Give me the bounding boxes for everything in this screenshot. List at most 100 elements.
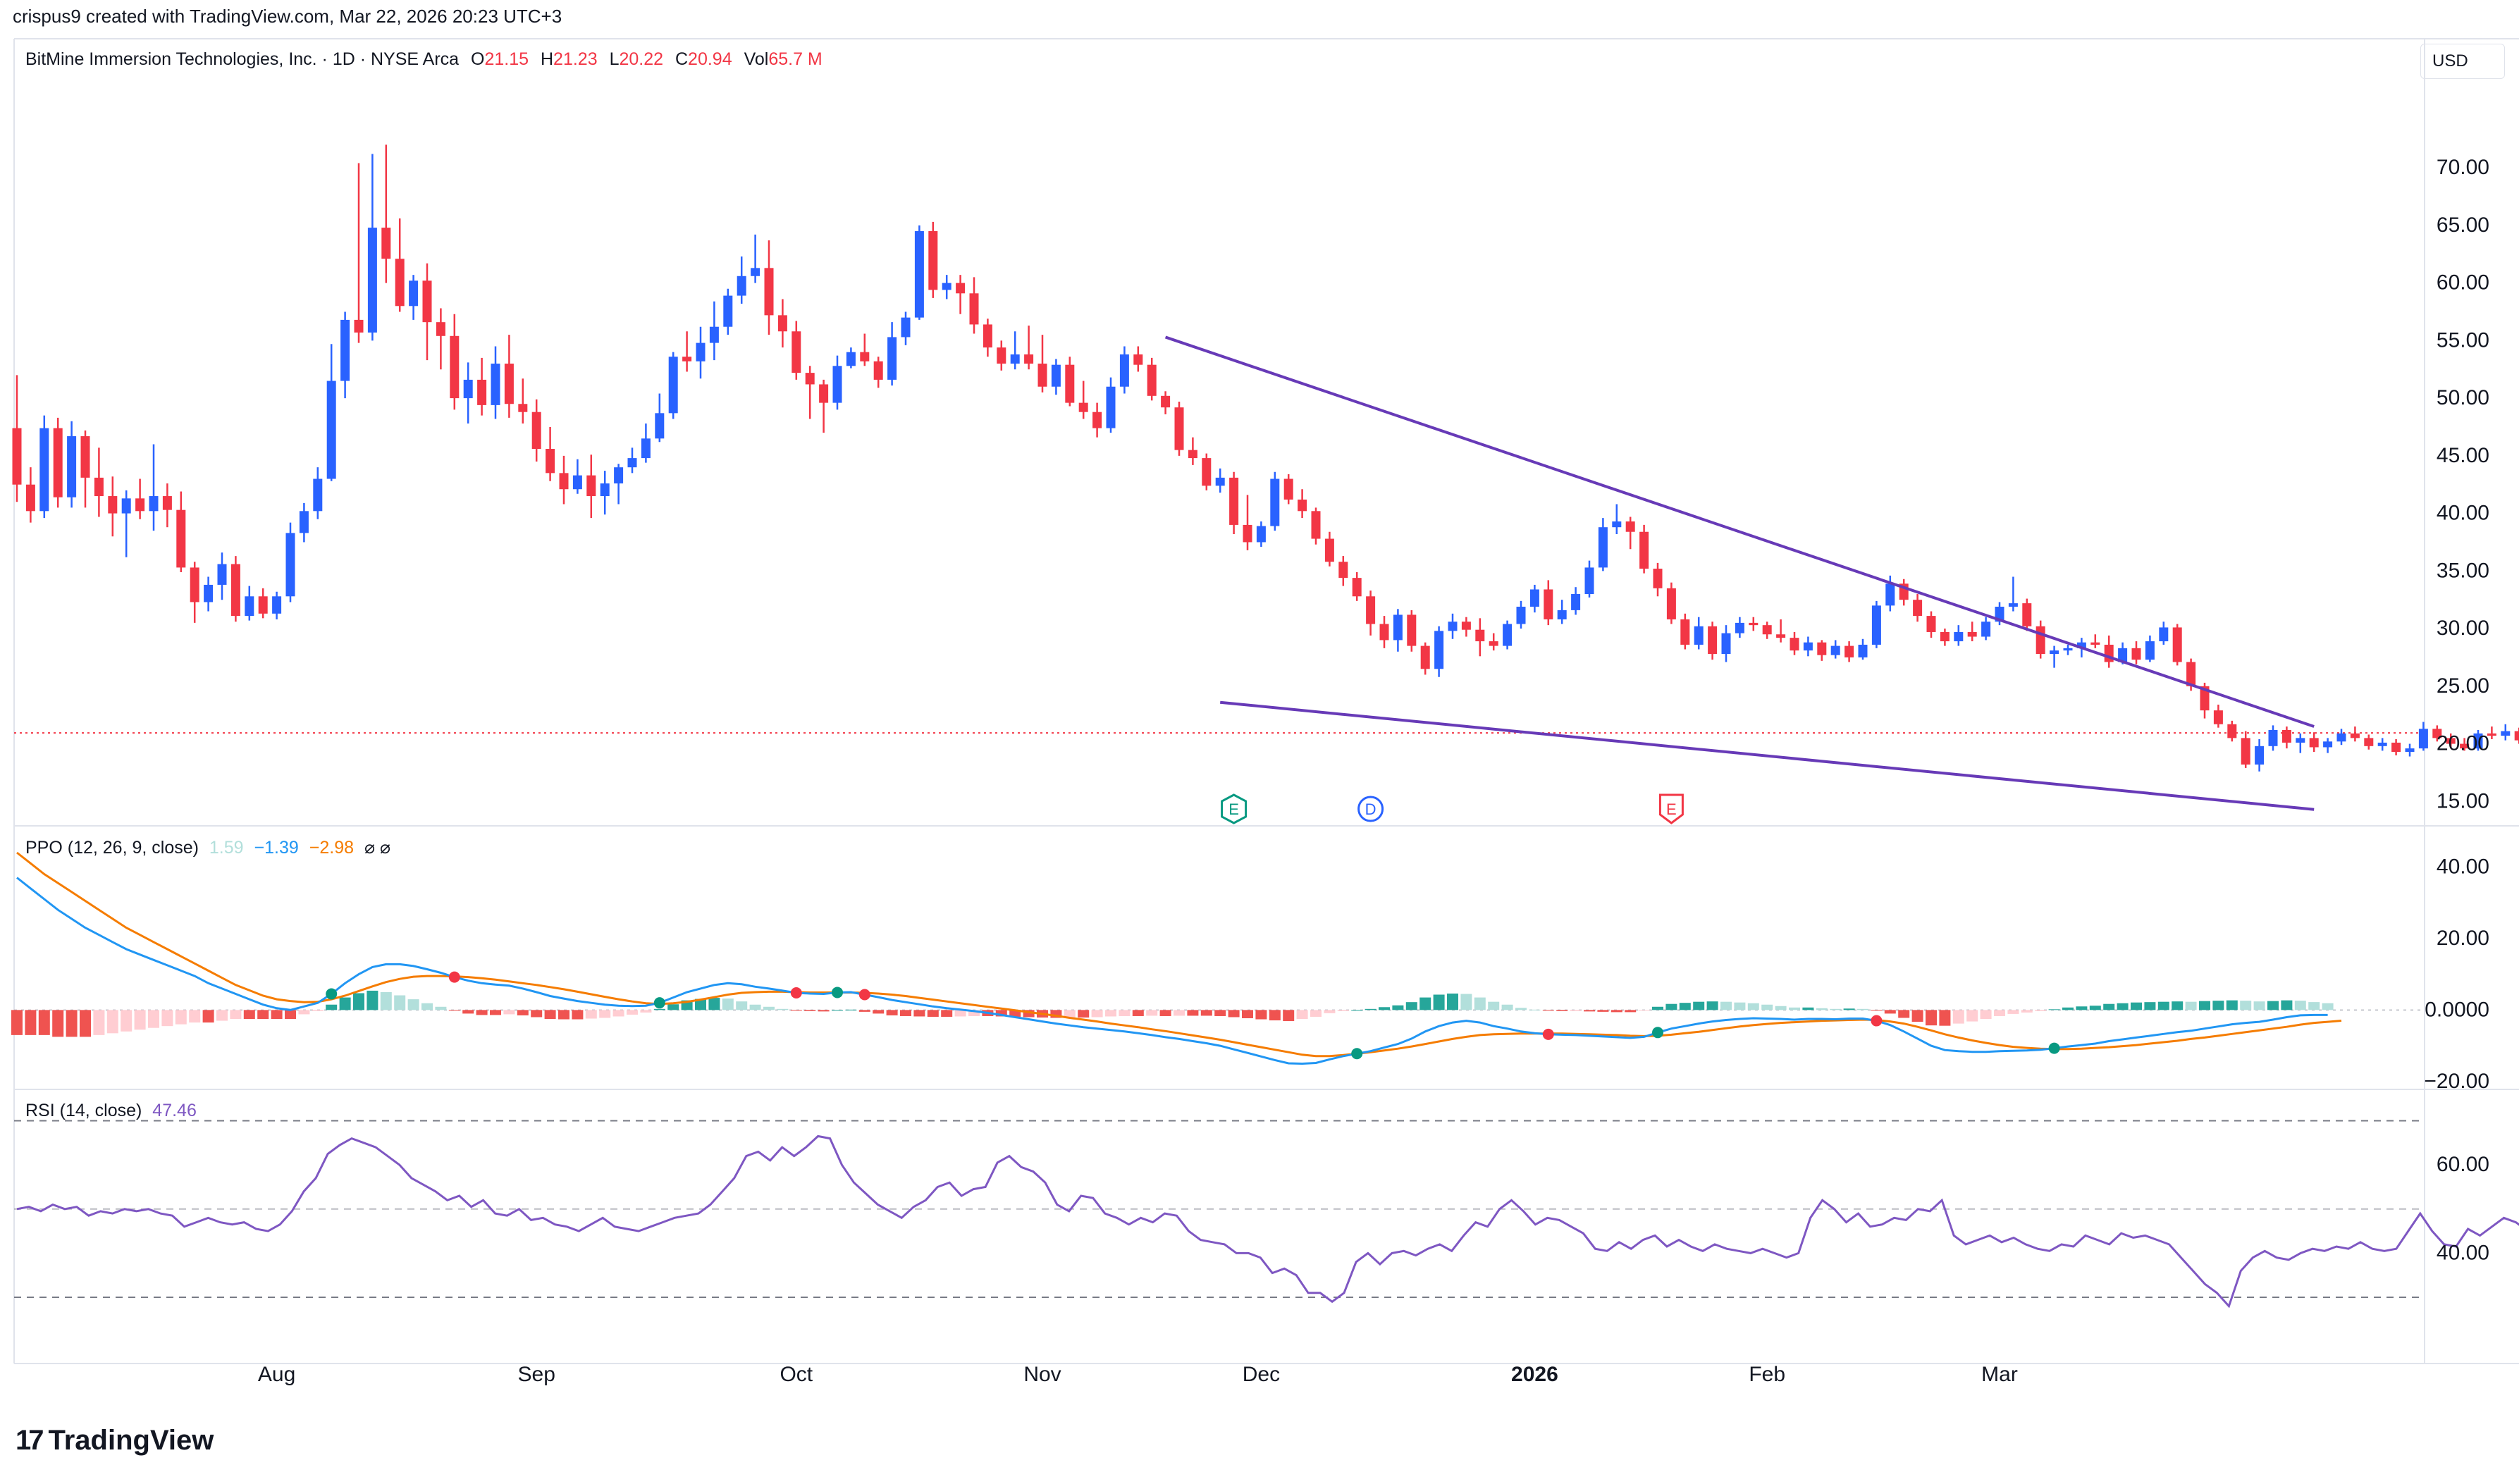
- ppo-bearish-cross[interactable]: [1542, 1028, 1554, 1040]
- candle-body[interactable]: [2008, 603, 2018, 607]
- candle-body[interactable]: [1037, 364, 1047, 387]
- trendline-upper[interactable]: [1164, 335, 2315, 728]
- candle-body[interactable]: [1967, 631, 1977, 637]
- candle-body[interactable]: [641, 438, 651, 459]
- candle-body[interactable]: [2145, 641, 2155, 660]
- candle-body[interactable]: [2418, 729, 2428, 749]
- candle-body[interactable]: [245, 596, 254, 617]
- candle-body[interactable]: [627, 458, 637, 468]
- candle-body[interactable]: [586, 475, 596, 497]
- earnings-marker[interactable]: [1658, 793, 1684, 824]
- candle-body[interactable]: [2323, 741, 2333, 748]
- candle-body[interactable]: [1571, 594, 1581, 610]
- candle-body[interactable]: [230, 564, 240, 617]
- ppo-bullish-cross[interactable]: [653, 997, 665, 1009]
- candle-body[interactable]: [1776, 634, 1786, 638]
- candle-body[interactable]: [1926, 616, 1936, 632]
- ppo-line[interactable]: [16, 877, 2328, 1065]
- candle-body[interactable]: [614, 467, 624, 484]
- candle-body[interactable]: [805, 373, 815, 385]
- candle-body[interactable]: [1188, 450, 1197, 459]
- candle-body[interactable]: [1749, 622, 1759, 626]
- candle-body[interactable]: [1352, 578, 1362, 597]
- candle-body[interactable]: [723, 295, 733, 327]
- candle-body[interactable]: [1557, 610, 1567, 619]
- candle-body[interactable]: [1024, 354, 1034, 364]
- candle-body[interactable]: [1639, 531, 1649, 569]
- candle-body[interactable]: [1708, 626, 1718, 655]
- ppo-legend-title[interactable]: PPO (12, 26, 9, close): [25, 838, 199, 858]
- candle-body[interactable]: [1147, 364, 1157, 396]
- candle-body[interactable]: [1215, 477, 1225, 486]
- candle-body[interactable]: [696, 342, 706, 361]
- candle-body[interactable]: [1133, 354, 1143, 365]
- ppo-legend-icons[interactable]: ⌀ ⌀: [364, 838, 391, 858]
- ppo-bullish-cross[interactable]: [326, 988, 338, 1000]
- candle-body[interactable]: [2364, 738, 2374, 746]
- currency-button[interactable]: USD: [2420, 44, 2505, 79]
- candle-body[interactable]: [1817, 642, 1827, 655]
- ppo-bullish-cross[interactable]: [832, 987, 843, 998]
- candle-body[interactable]: [2200, 686, 2210, 711]
- candle-body[interactable]: [217, 564, 227, 585]
- candle-body[interactable]: [1475, 629, 1485, 642]
- candle-body[interactable]: [1830, 645, 1840, 655]
- ppo-bearish-cross[interactable]: [1871, 1015, 1883, 1027]
- candle-body[interactable]: [1680, 619, 1690, 645]
- candle-body[interactable]: [846, 352, 856, 366]
- candle-body[interactable]: [367, 228, 377, 333]
- candle-body[interactable]: [1803, 642, 1813, 651]
- candle-body[interactable]: [395, 259, 405, 307]
- candle-body[interactable]: [1311, 511, 1321, 539]
- candle-body[interactable]: [39, 428, 49, 512]
- candle-body[interactable]: [190, 567, 199, 602]
- candle-body[interactable]: [1666, 588, 1676, 619]
- candle-body[interactable]: [737, 276, 746, 296]
- candle-body[interactable]: [682, 357, 692, 361]
- candle-body[interactable]: [2159, 627, 2169, 642]
- candle-body[interactable]: [313, 478, 323, 512]
- candle-body[interactable]: [709, 326, 719, 343]
- candle-body[interactable]: [1174, 407, 1184, 450]
- candle-body[interactable]: [176, 509, 186, 568]
- candle-body[interactable]: [751, 268, 760, 276]
- candle-body[interactable]: [2501, 731, 2511, 736]
- candle-body[interactable]: [819, 384, 829, 403]
- candle-body[interactable]: [422, 280, 432, 323]
- candle-body[interactable]: [1871, 605, 1881, 645]
- candle-body[interactable]: [1065, 364, 1075, 403]
- candle-body[interactable]: [135, 498, 145, 512]
- candle-body[interactable]: [121, 498, 131, 514]
- candle-body[interactable]: [477, 379, 487, 405]
- candle-body[interactable]: [1270, 478, 1280, 526]
- candle-body[interactable]: [928, 231, 938, 290]
- earnings-marker[interactable]: [1221, 793, 1248, 824]
- candle-body[interactable]: [655, 413, 665, 439]
- candle-body[interactable]: [942, 283, 951, 290]
- candle-body[interactable]: [1448, 622, 1458, 631]
- candle-body[interactable]: [2514, 731, 2519, 741]
- candle-body[interactable]: [1584, 567, 1594, 595]
- candle-body[interactable]: [2227, 724, 2237, 738]
- candle-body[interactable]: [2487, 733, 2496, 736]
- candle-body[interactable]: [600, 483, 610, 497]
- rsi-legend-title[interactable]: RSI (14, close): [25, 1101, 142, 1120]
- candle-body[interactable]: [860, 352, 870, 361]
- candle-body[interactable]: [1954, 631, 1964, 642]
- symbol-name[interactable]: BitMine Immersion Technologies, Inc. · 1…: [25, 49, 460, 69]
- candle-body[interactable]: [1161, 395, 1171, 408]
- ppo-pane[interactable]: [11, 851, 2425, 1065]
- candle-body[interactable]: [887, 337, 897, 380]
- candle-body[interactable]: [1735, 622, 1744, 633]
- candle-body[interactable]: [1434, 631, 1444, 669]
- candle-body[interactable]: [2336, 733, 2346, 742]
- candle-body[interactable]: [149, 496, 159, 512]
- candle-body[interactable]: [1544, 589, 1553, 619]
- candle-body[interactable]: [1721, 633, 1731, 655]
- candle-body[interactable]: [1503, 624, 1513, 646]
- candle-body[interactable]: [1243, 524, 1252, 543]
- candle-body[interactable]: [1694, 626, 1704, 645]
- candle-body[interactable]: [518, 404, 528, 412]
- candle-body[interactable]: [2213, 710, 2223, 724]
- candle-body[interactable]: [1625, 521, 1635, 532]
